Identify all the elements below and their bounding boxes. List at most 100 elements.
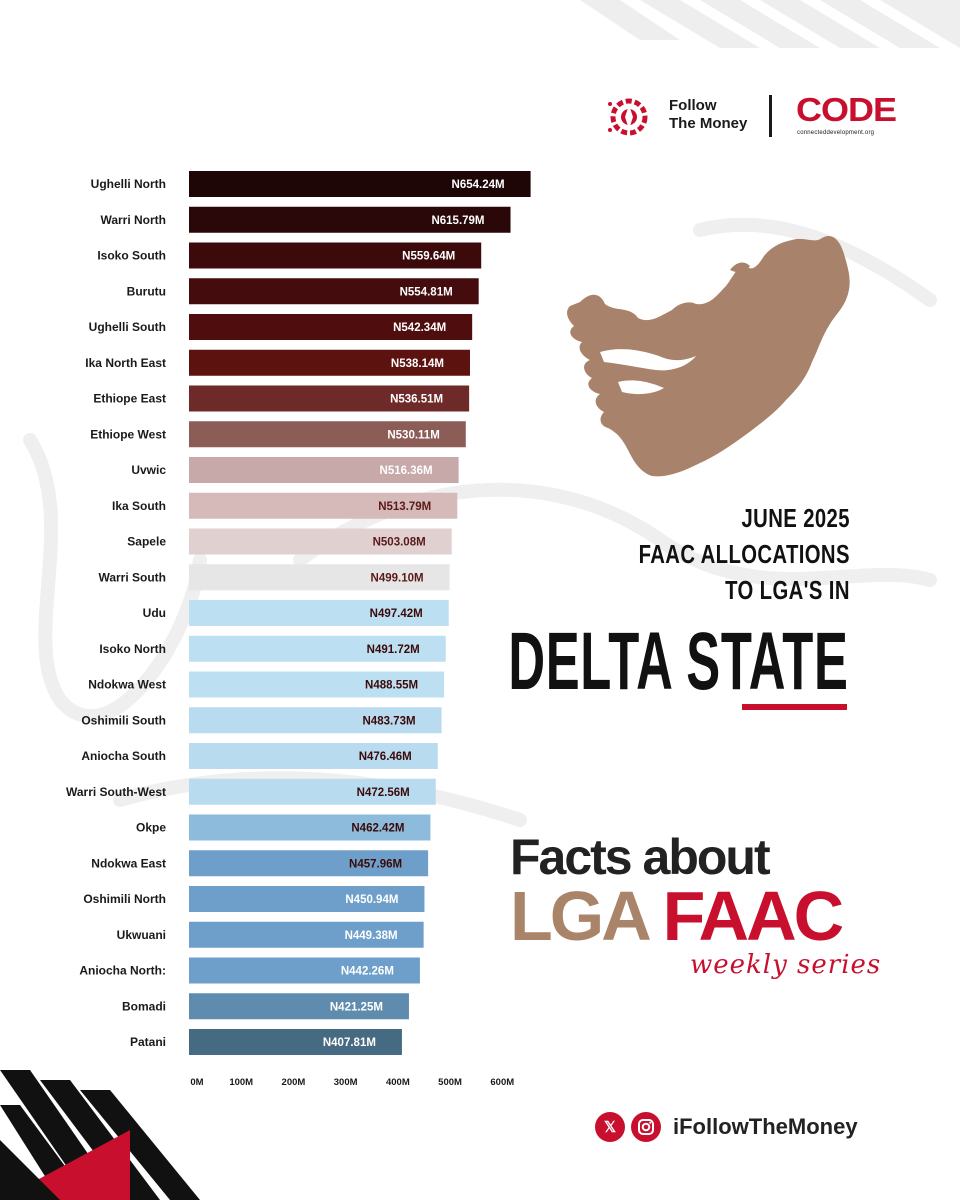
category-label: Warri South-West xyxy=(66,785,166,799)
x-tick-label: 300M xyxy=(334,1077,358,1088)
brand-header: Follow The Money CODE connecteddevelopme… xyxy=(606,90,906,144)
category-label: Patani xyxy=(130,1035,166,1049)
headline-line3: TO LGA'S IN xyxy=(725,575,850,605)
x-tick-label: 500M xyxy=(438,1077,462,1088)
value-label: N538.14M xyxy=(391,358,444,370)
category-label: Warri South xyxy=(98,570,166,584)
lga-text: LGA xyxy=(510,877,649,955)
delta-state-map xyxy=(567,235,850,477)
bar xyxy=(189,278,479,305)
value-label: N491.72M xyxy=(367,644,420,656)
x-tick-label: 200M xyxy=(282,1077,306,1088)
instagram-glyph xyxy=(638,1119,654,1135)
category-label: Ethiope West xyxy=(90,427,166,441)
category-label: Burutu xyxy=(127,284,166,298)
x-axis: 0M 100M 200M 300M 400M 500M 600M xyxy=(190,1077,514,1088)
value-label: N530.11M xyxy=(387,429,439,441)
value-label: N442.26M xyxy=(341,966,394,978)
category-label: Ukwuani xyxy=(117,928,166,942)
value-label: N488.55M xyxy=(365,680,418,692)
ftm-line1: Follow xyxy=(669,97,717,114)
state-underline xyxy=(742,704,847,710)
x-tick-label: 100M xyxy=(229,1077,253,1088)
category-label: Ethiope East xyxy=(93,392,166,406)
category-label: Okpe xyxy=(136,821,166,835)
category-label: Udu xyxy=(143,606,166,620)
category-label: Oshimili South xyxy=(81,713,166,727)
x-logo-icon[interactable]: 𝕏 xyxy=(595,1112,625,1142)
value-label: N554.81M xyxy=(400,286,453,298)
bar xyxy=(189,671,445,698)
category-label: Ndokwa West xyxy=(88,678,166,692)
bar xyxy=(189,171,531,197)
category-label: Ika South xyxy=(112,499,166,513)
instagram-icon[interactable] xyxy=(631,1112,661,1142)
bar xyxy=(189,314,473,340)
social-handle[interactable]: iFollowTheMoney xyxy=(673,1114,858,1139)
value-label: N462.42M xyxy=(351,823,404,835)
category-label: Ika North East xyxy=(85,356,166,370)
bar xyxy=(189,528,452,555)
follow-the-money-text: Follow The Money xyxy=(669,97,747,133)
headline-line2: FAAC ALLOCATIONS xyxy=(638,539,850,569)
bar xyxy=(189,385,470,412)
value-label: N536.51M xyxy=(390,394,443,406)
social-footer: 𝕏 iFollowTheMoney xyxy=(595,1112,895,1144)
value-label: N615.79M xyxy=(431,215,484,227)
bars-layer: Ughelli North N654.24M Warri North N615.79M… xyxy=(66,171,531,1055)
category-label: Bomadi xyxy=(122,999,166,1013)
bar xyxy=(189,957,420,984)
value-label: N499.10M xyxy=(371,572,424,584)
ftm-line2: The Money xyxy=(669,115,748,132)
x-tick-label: 0M xyxy=(190,1077,203,1088)
top-right-stripes xyxy=(580,0,960,48)
bar xyxy=(189,814,431,841)
category-label: Ndokwa East xyxy=(91,856,166,870)
bar xyxy=(189,242,482,269)
weekly-series-text: weekly series xyxy=(690,950,882,980)
facts-about-text: Facts about xyxy=(510,829,771,885)
category-label: Ughelli North xyxy=(91,177,166,191)
bar xyxy=(189,421,466,448)
code-website: connecteddevelopment.org xyxy=(797,130,875,136)
bar xyxy=(189,993,409,1020)
category-label: Isoko South xyxy=(97,249,166,263)
value-label: N516.36M xyxy=(380,465,433,477)
value-label: N559.64M xyxy=(402,251,455,263)
value-label: N450.94M xyxy=(345,894,398,906)
bar xyxy=(189,886,425,912)
value-label: N449.38M xyxy=(345,930,398,942)
value-label: N476.46M xyxy=(359,751,412,763)
x-tick-label: 400M xyxy=(386,1077,410,1088)
lga-faac-title: LGA FAAC xyxy=(510,877,845,955)
category-label: Oshimili North xyxy=(83,892,166,906)
code-logo-text: CODE xyxy=(796,90,897,129)
bar xyxy=(189,1029,402,1055)
value-label: N421.25M xyxy=(330,1001,383,1013)
headline-line1: JUNE 2025 xyxy=(741,503,850,533)
bottom-left-stripes xyxy=(0,1070,200,1200)
bar xyxy=(189,707,442,734)
bar xyxy=(189,457,459,483)
faac-text: FAAC xyxy=(662,877,845,955)
category-label: Aniocha North: xyxy=(79,964,166,978)
category-label: Isoko North xyxy=(99,642,166,656)
brand-divider xyxy=(769,95,772,137)
category-label: Warri North xyxy=(100,213,166,227)
bar xyxy=(189,921,424,948)
value-label: N483.73M xyxy=(363,715,416,727)
follow-the-money-logo xyxy=(608,98,648,136)
value-label: N654.24M xyxy=(452,179,505,191)
category-label: Sapele xyxy=(127,535,166,549)
bar xyxy=(189,743,438,769)
value-label: N407.81M xyxy=(323,1037,376,1049)
category-label: Aniocha South xyxy=(81,749,166,763)
value-label: N457.96M xyxy=(349,858,402,870)
bar xyxy=(189,635,446,662)
bar xyxy=(189,600,449,626)
state-name: DELTA STATE xyxy=(507,616,848,707)
value-label: N472.56M xyxy=(357,787,410,799)
bar xyxy=(189,850,429,877)
